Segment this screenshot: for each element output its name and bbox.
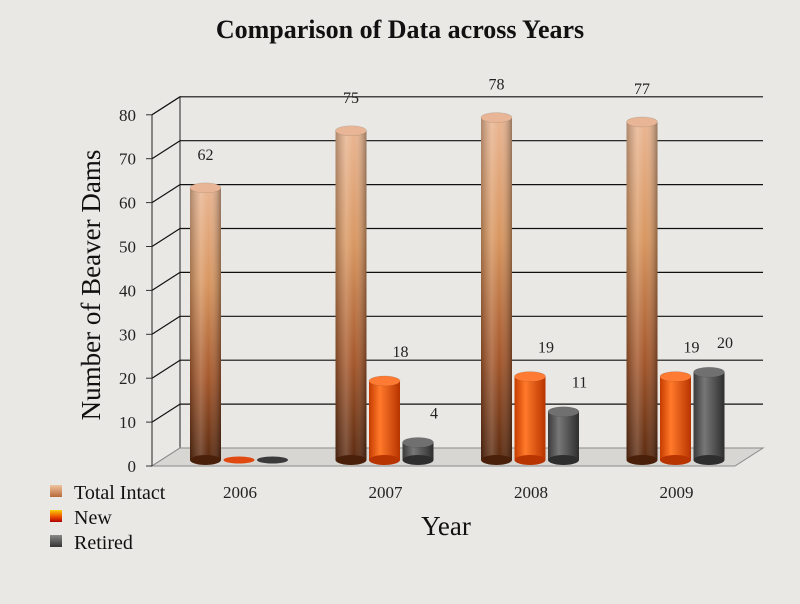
gridline-side xyxy=(151,359,181,379)
bar-flat xyxy=(257,456,288,464)
floor xyxy=(150,447,765,467)
x-tick-label: 2007 xyxy=(369,483,404,502)
bar xyxy=(626,116,658,465)
gridline-side xyxy=(151,96,181,116)
x-axis-ticks: 2006 2007 2008 2009 xyxy=(223,483,694,502)
y-axis-ticks: 0 10 20 30 40 50 60 70 80 xyxy=(119,106,153,476)
bar-shading xyxy=(481,117,512,460)
bar-base xyxy=(481,455,512,465)
bar-top xyxy=(547,406,580,418)
bar xyxy=(480,112,513,465)
bar-top xyxy=(402,437,434,448)
bar-base xyxy=(693,455,725,465)
bar xyxy=(368,375,401,465)
gridline-side xyxy=(151,271,181,291)
data-labels: 62 75 18 4 78 19 11 77 19 20 xyxy=(198,77,734,423)
bar-base xyxy=(548,455,579,465)
bar xyxy=(335,125,367,465)
y-tick-label: 40 xyxy=(119,281,136,300)
bar-top xyxy=(514,371,546,382)
bar xyxy=(257,456,288,464)
bar xyxy=(514,371,546,465)
y-tick-label: 70 xyxy=(119,150,136,169)
bar-base xyxy=(190,455,221,465)
data-label: 19 xyxy=(538,340,554,357)
y-axis-title: Number of Beaver Dams xyxy=(76,150,106,421)
legend-label: New xyxy=(74,507,112,529)
bar-body xyxy=(548,411,579,460)
bar xyxy=(693,366,725,465)
legend: Total Intact New Retired xyxy=(50,482,166,554)
bar-shading xyxy=(626,121,658,460)
bar-base xyxy=(402,455,434,465)
data-label: 4 xyxy=(430,405,438,422)
data-label: 62 xyxy=(198,147,214,164)
data-label: 77 xyxy=(634,81,650,98)
gridline-side xyxy=(151,227,181,248)
x-axis-title: Year xyxy=(421,511,471,541)
bar-top xyxy=(189,182,222,194)
bar-base xyxy=(514,455,546,465)
bar xyxy=(547,406,580,465)
bar xyxy=(402,437,434,465)
data-label: 20 xyxy=(717,335,733,352)
bar-body xyxy=(369,380,400,460)
bar-body xyxy=(693,372,725,460)
data-label: 18 xyxy=(393,344,409,361)
bar-base xyxy=(369,455,400,465)
bar-body xyxy=(514,376,546,460)
y-tick-label: 80 xyxy=(119,106,136,125)
x-tick-label: 2009 xyxy=(660,483,694,502)
bar-body xyxy=(660,376,691,460)
bar xyxy=(223,456,255,464)
y-tick-label: 10 xyxy=(119,413,136,432)
bar-base xyxy=(626,455,658,465)
bar-shading xyxy=(335,130,367,460)
bar-shading xyxy=(190,187,221,460)
bar-top xyxy=(693,366,725,378)
chart-title: Comparison of Data across Years xyxy=(216,15,584,44)
data-label: 19 xyxy=(684,340,700,357)
gridline-side xyxy=(151,140,181,160)
legend-label: Total Intact xyxy=(74,482,166,504)
data-label: 78 xyxy=(489,77,505,94)
bar-base xyxy=(660,455,691,465)
bar-top xyxy=(659,371,692,382)
x-tick-label: 2008 xyxy=(514,483,548,502)
bar-top xyxy=(335,125,367,137)
legend-swatch xyxy=(50,535,62,547)
bar-body xyxy=(402,442,434,460)
y-tick-label: 20 xyxy=(119,369,136,388)
bars xyxy=(189,112,725,465)
gridline-side xyxy=(151,403,181,423)
y-tick-label: 60 xyxy=(119,194,136,213)
legend-label: Retired xyxy=(74,532,133,554)
bar-flat xyxy=(223,456,255,464)
legend-swatch xyxy=(50,485,62,497)
bar-top xyxy=(626,116,658,128)
y-tick-label: 0 xyxy=(128,457,137,476)
legend-swatch xyxy=(50,510,62,522)
y-tick-label: 30 xyxy=(119,325,136,344)
bar xyxy=(189,182,222,465)
gridline-side xyxy=(151,315,181,335)
bar xyxy=(659,371,692,465)
y-tick-label: 50 xyxy=(119,238,136,257)
bar-top xyxy=(368,375,401,387)
data-label: 75 xyxy=(343,90,359,107)
gridline-side xyxy=(151,184,181,204)
x-tick-label: 2006 xyxy=(223,483,257,502)
data-label: 11 xyxy=(572,375,587,392)
bar-base xyxy=(335,455,367,465)
bar-top xyxy=(480,112,513,123)
